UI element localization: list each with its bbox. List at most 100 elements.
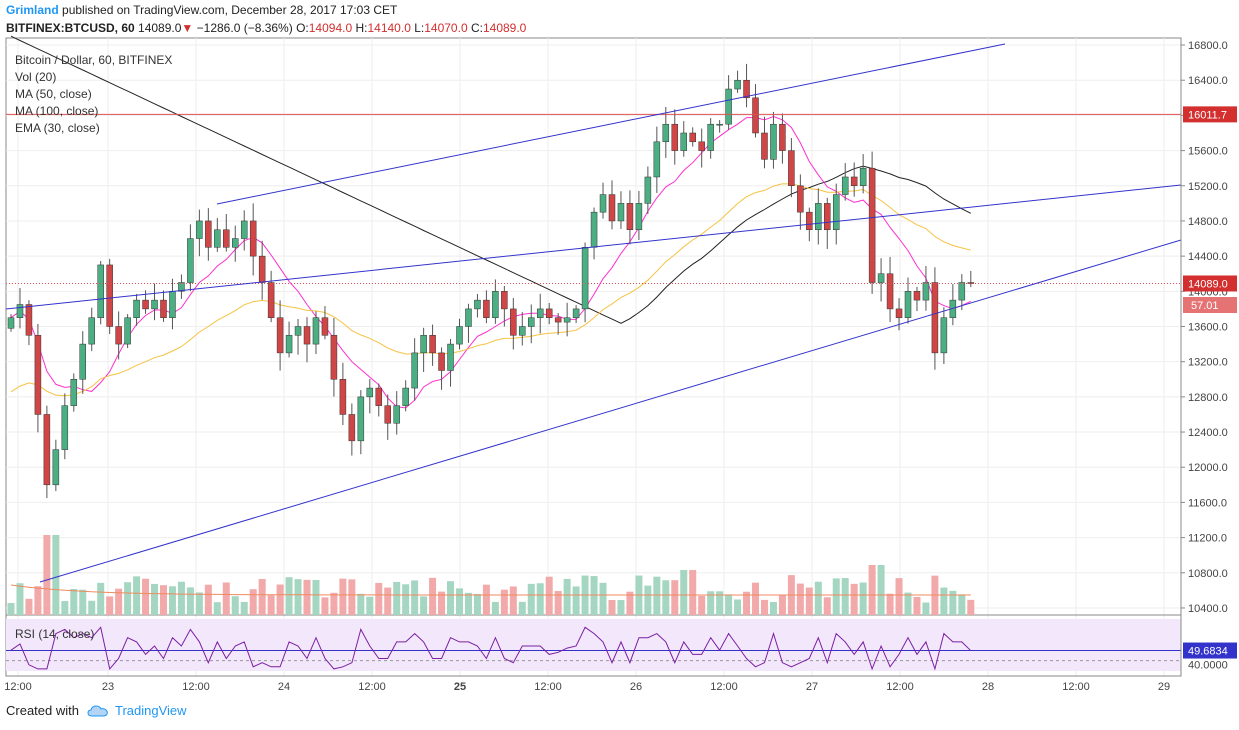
candle-up [169,291,176,318]
candle-up [294,326,302,336]
rsi-band [6,619,1181,671]
candle-up [465,308,472,327]
candle-down [438,352,445,371]
volume-bar [805,587,813,615]
candle-down [671,123,679,151]
volume-bar [644,585,652,615]
candle-up [581,247,589,310]
price-tick-label: 13600.0 [1188,322,1228,334]
candle-down [43,414,51,486]
candle-down [545,308,553,318]
volume-bar [124,582,132,615]
volume-badge [1183,297,1237,313]
volume-bar [159,585,167,615]
legend-ma50: MA (50, close) [15,87,92,101]
price-tick-label: 16800.0 [1188,40,1228,52]
candle-up [285,335,293,354]
price-tick-label: 10800.0 [1188,568,1228,580]
volume-bar [608,600,616,615]
rsi-line [10,626,972,671]
footer: Created with TradingView [6,703,187,718]
volume-bar [366,596,374,615]
candle-down [626,203,634,230]
time-tick-label: 12:00 [886,681,914,693]
candle-down [249,220,257,257]
volume-bar [402,584,410,615]
trend-lines[interactable] [5,43,1182,583]
candle-down [824,203,831,230]
volume-bar [653,576,661,615]
candle-down [501,291,508,310]
candle-up [635,203,643,230]
candle-down [797,185,804,213]
author-link[interactable]: Grimland [6,3,59,17]
candle-up [97,264,104,318]
candle-up [841,176,849,195]
candle-down [25,304,33,336]
rsi-label: RSI (14, close) [15,627,94,641]
close-label: C: [470,21,483,35]
volume-bar [671,580,679,615]
candle-down [967,282,975,284]
volume-bar [743,591,751,615]
volume-bar [321,597,329,615]
volume-bar [168,586,176,615]
candle-down [850,176,858,187]
legend-ma100: MA (100, close) [15,104,98,118]
candle-down [276,317,284,354]
candle-down [761,132,768,160]
candle-up [240,220,248,239]
volume-bar [617,600,625,615]
volume-bar [778,595,786,615]
publish-line: Grimland published on TradingView.com, D… [6,3,397,17]
volume-bar [267,595,275,615]
legend-title: Bitcoin / Dollar, 60, BITFINEX [15,53,172,67]
price-tick-label: 12800.0 [1188,392,1228,404]
tradingview-link[interactable]: TradingView [114,703,187,718]
candle-down [886,273,894,310]
volume-bar [850,583,858,615]
candle-up [79,343,87,380]
volume-label: 57.01 [1191,300,1219,312]
price-tick-label: 11600.0 [1188,497,1227,509]
down-arrow-icon: ▼ [181,21,194,35]
candle-down [106,264,113,327]
time-tick-label: 23 [102,681,114,693]
price-tick-label: 15600.0 [1188,146,1228,158]
volume-bar [958,594,966,615]
middle-channel-line[interactable] [5,184,1182,310]
open-label: O: [296,21,309,35]
volume-bar [949,590,957,615]
volume-bar [698,595,706,615]
volume-bar [626,591,634,615]
candle-down [554,317,562,323]
price-axis[interactable]: 10400.0 10800.0 11200.0 11600.0 12000.0 12400… [1180,38,1237,676]
volume-bar [940,587,948,615]
time-tick-label: 12:00 [4,681,32,693]
candle-up [536,308,544,318]
volume-bar [231,596,239,615]
candle-down [160,299,167,318]
candle-up [187,238,194,283]
candle-up [832,194,840,230]
candle-down [895,308,903,318]
candle-up [644,176,652,204]
time-tick-label: 12:00 [182,681,210,693]
volume-bar [716,591,724,615]
time-axis[interactable]: 12:00 23 12:00 24 12:00 25 12:00 26 12:00 27 12:00… [4,675,1181,693]
time-tick-label: 12:00 [534,681,562,693]
last-price: 14089.0 [138,21,182,35]
time-tick-label: 27 [806,681,818,693]
upper-channel-line[interactable] [216,43,1006,205]
change-value: −1286.0 (−8.36%) [196,21,293,35]
candle-up [402,387,409,406]
volume-bar [34,586,42,615]
candle-up [88,317,95,345]
volume-bar [500,589,508,615]
candle-up [940,317,948,354]
volume-bar [177,581,185,615]
lower-channel-line[interactable] [39,239,1182,583]
candle-up [877,273,885,283]
candle-up [61,405,69,450]
